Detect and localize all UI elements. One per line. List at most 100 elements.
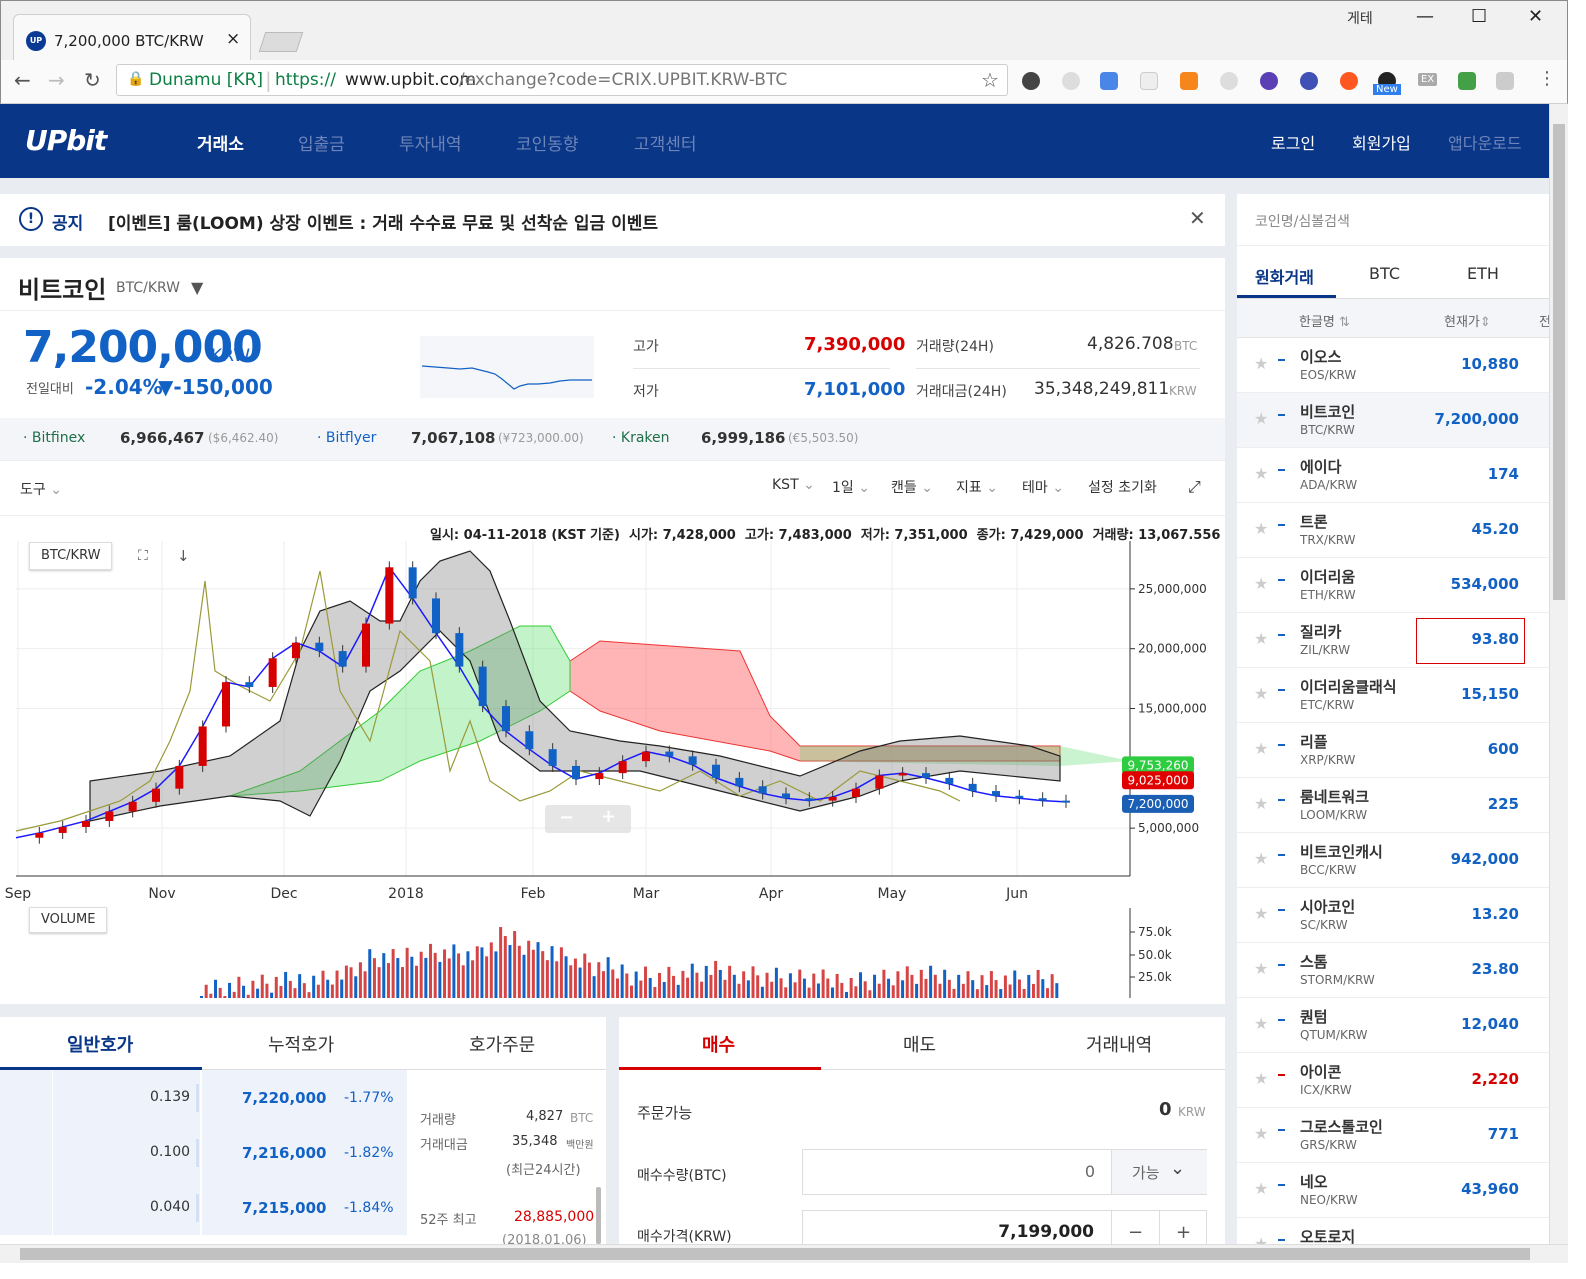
tab-close-icon[interactable]: × — [226, 29, 241, 49]
theme-menu[interactable]: 테마 ⌄ — [1022, 477, 1064, 497]
nav-customer-center[interactable]: 고객센터 — [634, 135, 697, 155]
coin-row[interactable]: ★ 퀀텀 QTUM/KRW 12,040 — [1237, 998, 1549, 1053]
price-chart[interactable]: 25,000,000 20,000,000 15,000,000 5,000,000 S… — [0, 541, 1225, 911]
page-vertical-scrollbar[interactable] — [1549, 104, 1568, 1244]
maximize-button[interactable]: ☐ — [1471, 6, 1488, 27]
browser-tab[interactable]: UP 7,200,000 BTC/KRW × — [13, 14, 251, 60]
tab-btc-market[interactable]: BTC — [1369, 264, 1400, 283]
coin-row[interactable]: ★ 룸네트워크 LOOM/KRW 225 — [1237, 778, 1549, 833]
browser-menu-icon[interactable]: ⋮ — [1538, 68, 1556, 89]
coin-row[interactable]: ★ 리플 XRP/KRW 600 — [1237, 723, 1549, 778]
candle-menu[interactable]: 캔들 ⌄ — [891, 477, 933, 497]
extension-orange-icon[interactable] — [1340, 72, 1358, 90]
extension-wave-icon[interactable] — [1496, 72, 1514, 90]
forward-arrow-icon[interactable]: → — [48, 68, 65, 92]
translate-icon[interactable] — [1100, 72, 1118, 90]
favorite-star-icon[interactable]: ★ — [1254, 849, 1269, 868]
coin-row[interactable]: ★ 네오 NEO/KRW 43,960 — [1237, 1163, 1549, 1218]
zoom-in-button[interactable]: + — [601, 806, 617, 827]
coin-row[interactable]: ★ 이더리움 ETH/KRW 534,000 — [1237, 558, 1549, 613]
price-increase-button[interactable]: + — [1159, 1211, 1207, 1244]
tab-eth-market[interactable]: ETH — [1467, 264, 1499, 283]
tab-sell[interactable]: 매도 — [903, 1035, 937, 1056]
coin-row[interactable]: ★ 오토로지 — [1237, 1218, 1549, 1244]
column-price-sort[interactable]: 현재가⇕ — [1444, 311, 1491, 330]
buy-quantity-input[interactable]: 0 가능 ⌄ — [802, 1149, 1207, 1195]
coin-row[interactable]: ★ 그로스톨코인 GRS/KRW 771 — [1237, 1108, 1549, 1163]
favorite-star-icon[interactable]: ★ — [1254, 629, 1269, 648]
extension-ex-icon[interactable]: EX — [1418, 73, 1438, 86]
extension-ws-icon[interactable] — [1300, 72, 1318, 90]
nav-investments[interactable]: 투자내역 — [399, 135, 462, 155]
column-name-sort[interactable]: 한글명 ⇅ — [1299, 311, 1350, 330]
orderbook-row[interactable]: 0.100 7,216,000 -1.82% — [0, 1125, 606, 1180]
orderbook-row[interactable]: 0.139 7,220,000 -1.77% — [0, 1070, 606, 1125]
favorite-star-icon[interactable]: ★ — [1254, 1179, 1269, 1198]
metamask-icon[interactable] — [1180, 72, 1198, 90]
favorite-star-icon[interactable]: ★ — [1254, 1124, 1269, 1143]
coin-row[interactable]: ★ 이오스 EOS/KRW 10,880 — [1237, 338, 1549, 393]
page-horizontal-scrollbar[interactable] — [0, 1244, 1568, 1263]
coin-row[interactable]: ★ 이더리움클래식 ETC/KRW 15,150 — [1237, 668, 1549, 723]
close-window-button[interactable]: ✕ — [1528, 6, 1544, 27]
favorite-star-icon[interactable]: ★ — [1254, 794, 1269, 813]
extension-wb-icon[interactable] — [1260, 72, 1278, 90]
coin-row[interactable]: ★ 에이다 ADA/KRW 174 — [1237, 448, 1549, 503]
reload-icon[interactable]: ↻ — [84, 68, 101, 92]
coin-row[interactable]: ★ 비트코인 BTC/KRW 7,200,000 — [1237, 393, 1549, 448]
buy-price-input[interactable]: 7,199,000 − + — [802, 1210, 1207, 1244]
notice-text[interactable]: [이벤트] 룸(LOOM) 상장 이벤트 : 거래 수수료 무료 및 선착순 입… — [108, 214, 659, 234]
notice-close-icon[interactable]: ✕ — [1189, 206, 1206, 230]
address-bar[interactable]: 🔒 Dunamu [KR] | https:// www.upbit.com /… — [116, 64, 1008, 96]
tab-krw-market[interactable]: 원화거래 — [1255, 268, 1314, 287]
available-quantity-dropdown[interactable]: 가능 ⌄ — [1111, 1150, 1207, 1194]
ob-price[interactable]: 7,215,000 — [242, 1199, 327, 1217]
chart-move-down-icon[interactable]: ↓ — [177, 547, 190, 565]
ob-price[interactable]: 7,216,000 — [242, 1144, 327, 1162]
favorite-star-icon[interactable]: ★ — [1254, 1014, 1269, 1033]
price-decrease-button[interactable]: − — [1111, 1211, 1159, 1244]
signup-link[interactable]: 회원가입 — [1352, 134, 1411, 153]
coin-dropdown-icon[interactable]: ▼ — [191, 278, 204, 297]
tools-menu[interactable]: 도구 ⌄ — [20, 479, 62, 499]
indicator-menu[interactable]: 지표 ⌄ — [956, 477, 998, 497]
minimize-button[interactable]: — — [1416, 6, 1434, 27]
login-link[interactable]: 로그인 — [1271, 134, 1316, 153]
timezone-menu[interactable]: KST ⌄ — [772, 477, 815, 493]
coin-row[interactable]: ★ 아이콘 ICX/KRW 2,220 — [1237, 1053, 1549, 1108]
favorite-star-icon[interactable]: ★ — [1254, 519, 1269, 538]
tab-buy[interactable]: 매수 — [702, 1035, 736, 1056]
coin-row[interactable]: ★ 질리카 ZIL/KRW 93.80 — [1237, 613, 1549, 668]
nav-exchange[interactable]: 거래소 — [197, 135, 244, 155]
favorite-star-icon[interactable]: ★ — [1254, 464, 1269, 483]
new-tab-button[interactable] — [258, 32, 304, 52]
tab-trade-history[interactable]: 거래내역 — [1086, 1035, 1153, 1056]
favorite-star-icon[interactable]: ★ — [1254, 684, 1269, 703]
favorite-star-icon[interactable]: ★ — [1254, 959, 1269, 978]
ob-price[interactable]: 7,220,000 — [242, 1089, 327, 1107]
interval-menu[interactable]: 1일 ⌄ — [832, 477, 870, 497]
coin-search-input[interactable]: 코인명/심볼검색 — [1237, 194, 1549, 246]
bittrex-icon[interactable] — [1140, 72, 1158, 90]
extension-target-icon[interactable] — [1022, 72, 1040, 90]
nav-coin-trends[interactable]: 코인동향 — [516, 135, 579, 155]
zoom-out-button[interactable]: − — [559, 807, 575, 828]
reset-settings-button[interactable]: 설정 초기화 — [1088, 480, 1157, 496]
favorite-star-icon[interactable]: ★ — [1254, 1234, 1269, 1244]
coin-row[interactable]: ★ 스톰 STORM/KRW 23.80 — [1237, 943, 1549, 998]
favorite-star-icon[interactable]: ★ — [1254, 904, 1269, 923]
coin-row[interactable]: ★ 시아코인 SC/KRW 13.20 — [1237, 888, 1549, 943]
tab-cumulative-orderbook[interactable]: 누적호가 — [268, 1035, 335, 1056]
bookmark-star-icon[interactable]: ☆ — [981, 68, 999, 92]
favorite-star-icon[interactable]: ★ — [1254, 409, 1269, 428]
orderbook-row[interactable]: 0.040 7,215,000 -1.84% — [0, 1180, 606, 1235]
app-download-link[interactable]: 앱다운로드 — [1448, 134, 1522, 153]
coin-row[interactable]: ★ 트론 TRX/KRW 45.20 — [1237, 503, 1549, 558]
extension-print-icon[interactable] — [1458, 72, 1476, 90]
back-arrow-icon[interactable]: ← — [14, 68, 31, 92]
orderbook-scrollbar[interactable] — [596, 1187, 601, 1244]
fullscreen-icon[interactable]: ⤢ — [1188, 477, 1201, 496]
tab-orderbook-order[interactable]: 호가주문 — [469, 1035, 536, 1056]
extension-circle-icon[interactable] — [1062, 72, 1080, 90]
nav-deposit-withdraw[interactable]: 입출금 — [298, 135, 345, 155]
